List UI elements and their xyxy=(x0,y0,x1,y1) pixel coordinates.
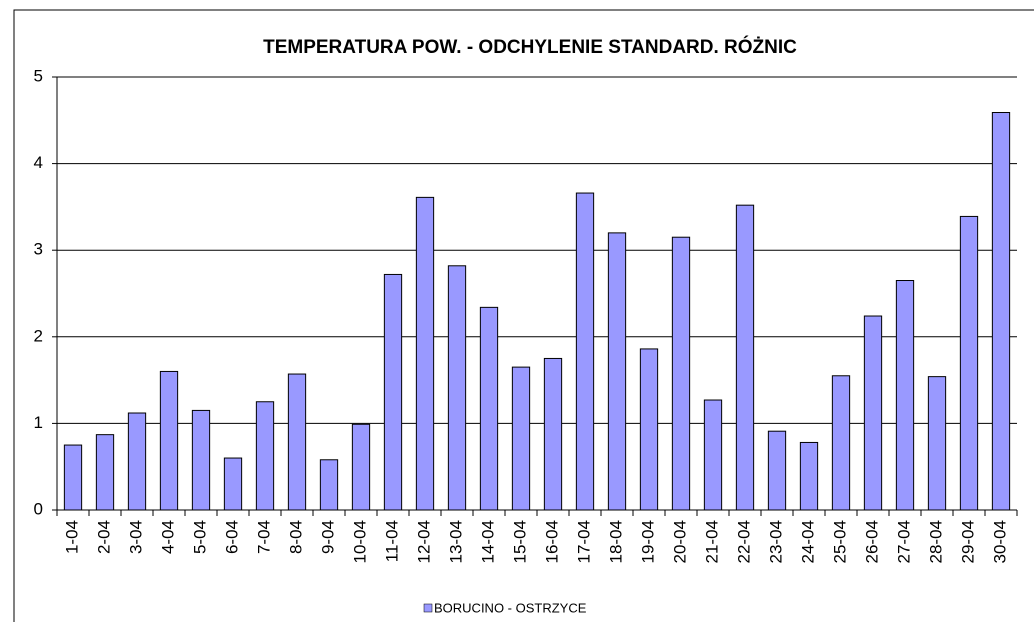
bar xyxy=(831,375,851,511)
x-tick-label: 25-04 xyxy=(830,520,849,563)
bar xyxy=(863,315,883,511)
x-tick-label: 5-04 xyxy=(190,520,209,554)
x-tick-label: 23-04 xyxy=(766,520,785,563)
x-tick-label: 26-04 xyxy=(862,520,881,563)
x-tick-label: 17-04 xyxy=(574,520,593,563)
x-tick-label: 1-04 xyxy=(62,520,81,554)
x-tick-label: 30-04 xyxy=(990,520,1009,563)
x-tick-label: 28-04 xyxy=(926,520,945,563)
y-tick-label: 1 xyxy=(34,413,43,432)
y-tick-label: 3 xyxy=(34,240,43,259)
x-tick-label: 16-04 xyxy=(542,520,561,563)
legend-swatch xyxy=(423,603,433,613)
bar xyxy=(191,409,211,511)
x-tick-label: 8-04 xyxy=(286,520,305,554)
x-tick-label: 14-04 xyxy=(478,520,497,563)
y-tick-label: 2 xyxy=(34,326,43,345)
bar xyxy=(415,196,435,511)
y-tick-label: 0 xyxy=(34,499,43,518)
bar xyxy=(607,232,627,511)
x-tick-label: 19-04 xyxy=(638,520,657,563)
x-tick-label: 7-04 xyxy=(254,520,273,554)
bar xyxy=(95,434,115,511)
x-tick-label: 11-04 xyxy=(382,520,401,562)
bar xyxy=(767,430,787,511)
bar xyxy=(479,306,499,511)
bar xyxy=(319,459,339,511)
x-tick-label: 4-04 xyxy=(158,520,177,554)
x-tick-label: 15-04 xyxy=(510,520,529,563)
x-tick-label: 21-04 xyxy=(702,520,721,563)
bar xyxy=(127,412,147,511)
bar xyxy=(991,112,1011,511)
bar xyxy=(159,370,179,511)
y-tick-label: 4 xyxy=(34,153,43,172)
x-tick-label: 3-04 xyxy=(126,520,145,554)
x-tick-label: 24-04 xyxy=(798,520,817,563)
bar xyxy=(927,376,947,511)
x-tick-label: 18-04 xyxy=(606,520,625,563)
x-tick-label: 13-04 xyxy=(446,520,465,563)
bar xyxy=(575,192,595,511)
bar xyxy=(63,444,83,511)
bar xyxy=(895,280,915,511)
bar xyxy=(735,204,755,511)
bar xyxy=(447,265,467,511)
x-tick-label: 12-04 xyxy=(414,520,433,563)
x-tick-label: 6-04 xyxy=(222,520,241,554)
y-tick-label: 5 xyxy=(34,66,43,85)
bar xyxy=(703,399,723,511)
x-tick-label: 2-04 xyxy=(94,520,113,554)
x-tick-label: 27-04 xyxy=(894,520,913,563)
bar xyxy=(959,215,979,511)
bar xyxy=(799,441,819,511)
x-tick-label: 22-04 xyxy=(734,520,753,563)
x-tick-label: 20-04 xyxy=(670,520,689,563)
chart-title: TEMPERATURA POW. - ODCHYLENIE STANDARD. … xyxy=(263,36,797,58)
bar xyxy=(223,457,243,511)
x-tick-label: 29-04 xyxy=(958,520,977,563)
bar xyxy=(255,401,275,511)
bar xyxy=(351,423,371,511)
legend-label: BORUCINO - OSTRZYCE xyxy=(434,600,587,615)
bar xyxy=(639,348,659,511)
bar xyxy=(511,366,531,511)
bar xyxy=(671,236,691,511)
bar xyxy=(383,273,403,511)
bar xyxy=(287,373,307,511)
x-tick-label: 9-04 xyxy=(318,520,337,554)
x-tick-label: 10-04 xyxy=(350,520,369,563)
bar xyxy=(543,357,563,511)
